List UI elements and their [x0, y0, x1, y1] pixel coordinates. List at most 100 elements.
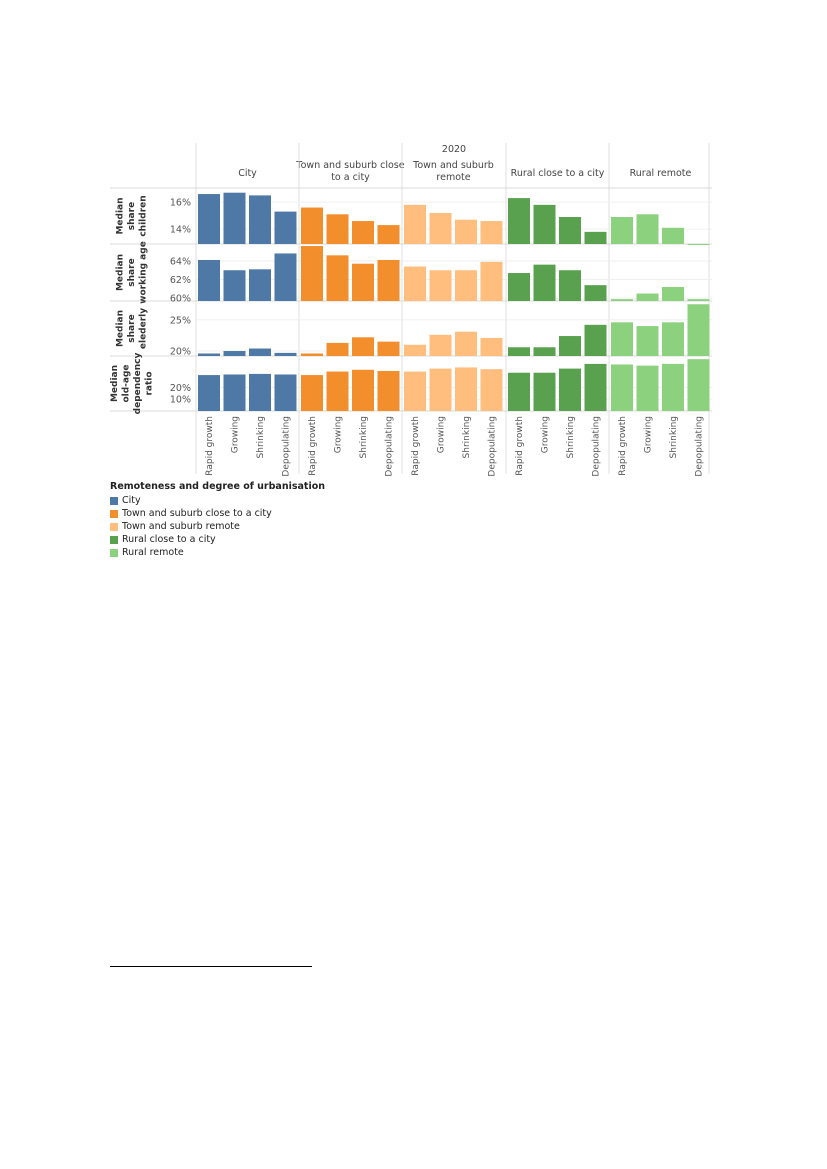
legend-label: City: [122, 495, 141, 506]
bar: [377, 225, 400, 244]
bar: [455, 219, 477, 244]
legend-swatch: [110, 535, 118, 544]
bar: [198, 194, 220, 244]
y-tick-label: 14%: [170, 225, 191, 236]
x-tick-label: Depopulating: [695, 416, 705, 477]
x-tick-label: Shrinking: [359, 416, 369, 458]
bar: [274, 253, 297, 301]
legend-swatch: [110, 509, 118, 518]
row-label: share: [127, 314, 137, 342]
bar: [404, 371, 426, 411]
bar: [223, 192, 246, 244]
bar: [662, 363, 684, 411]
x-tick-label: Growing: [334, 416, 344, 453]
bar: [352, 221, 374, 244]
group-header: remote: [436, 172, 470, 183]
legend-label: Rural remote: [122, 547, 184, 558]
legend-item-rural-remote: Rural remote: [110, 546, 325, 559]
legend-title: Remoteness and degree of urbanisation: [110, 481, 325, 492]
bar: [429, 334, 452, 356]
bar: [480, 337, 503, 356]
bar: [249, 195, 271, 244]
legend-swatch: [110, 548, 118, 557]
bar: [636, 326, 659, 356]
bar: [326, 371, 349, 411]
bar: [223, 270, 246, 301]
bar: [687, 359, 710, 411]
group-header: Town and suburb: [412, 160, 494, 171]
row-label: share: [127, 202, 137, 230]
row-label: elederly: [139, 308, 149, 349]
bar: [662, 227, 684, 244]
bar: [533, 347, 556, 356]
x-tick-label: Shrinking: [462, 416, 472, 458]
row-label: children: [139, 195, 149, 236]
bar: [455, 367, 477, 411]
bar: [249, 269, 271, 301]
bar: [636, 293, 659, 301]
bar: [301, 353, 323, 356]
bar: [352, 337, 374, 356]
x-tick-label: Growing: [231, 416, 241, 453]
row-label: old-age: [121, 364, 131, 402]
bar: [274, 374, 297, 411]
bar: [301, 375, 323, 411]
legend-label: Town and suburb close to a city: [122, 508, 272, 519]
legend-label: Rural close to a city: [122, 534, 216, 545]
group-header: Rural close to a city: [511, 168, 605, 179]
legend-label: Town and suburb remote: [122, 521, 240, 532]
bar: [508, 273, 530, 301]
bar: [559, 270, 581, 301]
bar: [377, 370, 400, 411]
bar: [301, 207, 323, 244]
bar: [429, 212, 452, 244]
bar: [352, 263, 374, 301]
bar: [662, 322, 684, 356]
x-tick-label: Shrinking: [256, 416, 266, 458]
bar: [480, 369, 503, 411]
bar: [533, 264, 556, 301]
row-label: Median: [116, 310, 126, 347]
row-label: Median: [116, 197, 126, 234]
bar: [636, 365, 659, 411]
footnote-divider: [110, 966, 312, 967]
bar: [377, 341, 400, 356]
x-tick-label: Rapid growth: [411, 416, 421, 476]
bar: [559, 368, 581, 411]
bar: [198, 259, 220, 301]
bar: [533, 372, 556, 411]
bar: [508, 198, 530, 244]
bar: [404, 344, 426, 356]
bar: [223, 374, 246, 411]
y-tick-label: 64%: [170, 256, 191, 267]
x-tick-label: Depopulating: [282, 416, 292, 477]
bar: [611, 217, 633, 244]
bar: [198, 353, 220, 356]
row-label: Median: [116, 254, 126, 291]
bar: [352, 369, 374, 411]
x-tick-label: Rapid growth: [618, 416, 628, 476]
bar: [611, 322, 633, 356]
bar: [326, 214, 349, 244]
x-tick-label: Growing: [541, 416, 551, 453]
legend: Remoteness and degree of urbanisation Ci…: [110, 481, 325, 559]
bar: [249, 373, 271, 411]
x-tick-label: Growing: [644, 416, 654, 453]
legend-item-town-remote: Town and suburb remote: [110, 520, 325, 533]
x-tick-label: Depopulating: [592, 416, 602, 477]
bar: [533, 204, 556, 244]
legend-item-town-close: Town and suburb close to a city: [110, 507, 325, 520]
bar: [636, 214, 659, 244]
bar: [326, 255, 349, 301]
x-tick-label: Rapid growth: [205, 416, 215, 476]
row-label: dependency: [133, 353, 143, 415]
legend-swatch: [110, 522, 118, 531]
y-tick-label: 25%: [170, 315, 191, 326]
row-label: working age: [139, 241, 149, 304]
y-tick-label: 20%: [170, 347, 191, 358]
bar: [404, 266, 426, 301]
bar: [584, 324, 607, 356]
row-label: ratio: [144, 371, 154, 395]
bar: [429, 270, 452, 301]
